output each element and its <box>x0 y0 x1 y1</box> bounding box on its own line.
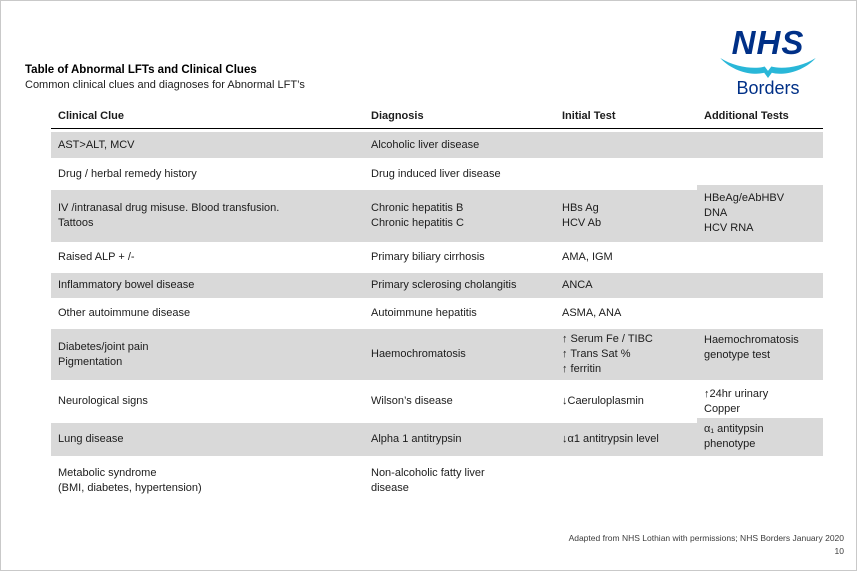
table-row: IV /intranasal drug misuse. Blood transf… <box>51 185 823 242</box>
table-row: Inflammatory bowel disease Primary scler… <box>51 273 823 298</box>
cell-clinical-clue: Inflammatory bowel disease <box>51 273 364 298</box>
cell-diagnosis: Alcoholic liver disease <box>364 132 555 158</box>
cell-additional-tests <box>697 161 823 187</box>
cell-diagnosis: Haemochromatosis <box>364 329 555 380</box>
title-block: Table of Abnormal LFTs and Clinical Clue… <box>25 63 305 93</box>
cell-diagnosis: Primary biliary cirrhosis <box>371 251 485 263</box>
cell-diagnosis: Primary sclerosing cholangitis <box>364 273 555 298</box>
cell-clinical-clue: Other autoimmune disease <box>58 307 191 319</box>
table-row: Raised ALP + /- Primary biliary cirrhosi… <box>51 245 823 270</box>
cell-additional-tests: ↑24hr urinary Copper <box>704 387 769 415</box>
nhs-wave-icon <box>720 57 816 78</box>
footer-credit: Adapted from NHS Lothian with permission… <box>568 533 844 543</box>
page-number: 10 <box>834 546 844 556</box>
table-row: Other autoimmune disease Autoimmune hepa… <box>51 301 823 326</box>
table-row: Diabetes/joint pain Pigmentation Haemoch… <box>51 329 823 380</box>
cell-initial-test <box>555 459 697 502</box>
nhs-region-text: Borders <box>736 78 800 98</box>
cell-clinical-clue: Neurological signs <box>58 395 148 407</box>
table-row: Drug / herbal remedy history Drug induce… <box>51 161 823 187</box>
cell-additional-tests <box>697 132 823 158</box>
cell-initial-test: AMA, IGM <box>562 251 613 263</box>
table-row: Metabolic syndrome (BMI, diabetes, hyper… <box>51 459 823 502</box>
cell-diagnosis: Chronic hepatitis B Chronic hepatitis C <box>364 190 555 242</box>
cell-additional-tests: Haemochromatosis genotype test <box>697 329 823 380</box>
cell-initial-test <box>555 161 697 187</box>
cell-initial-test: ↓Caeruloplasmin <box>562 395 644 407</box>
page-subtitle: Common clinical clues and diagnoses for … <box>25 79 305 91</box>
cell-initial-test: ASMA, ANA <box>562 307 622 319</box>
nhs-borders-logo: NHS Borders <box>718 24 818 98</box>
cell-additional-tests: HBeAg/eAbHBV DNA HCV RNA <box>697 185 823 242</box>
cell-diagnosis: Autoimmune hepatitis <box>371 307 477 319</box>
cell-diagnosis: Wilson’s disease <box>371 395 453 407</box>
cell-additional-tests: α₁ antitypsin phenotype <box>697 418 823 456</box>
cell-diagnosis: Drug induced liver disease <box>371 167 501 180</box>
cell-clinical-clue: IV /intranasal drug misuse. Blood transf… <box>51 190 364 242</box>
page-title: Table of Abnormal LFTs and Clinical Clue… <box>25 64 257 76</box>
cell-additional-tests <box>697 273 823 298</box>
nhs-logo-text: NHS <box>731 24 805 61</box>
table-row: Lung disease Alpha 1 antitrypsin ↓α1 ant… <box>51 418 823 456</box>
cell-initial-test: HBs Ag HCV Ab <box>555 190 697 242</box>
column-header-diagnosis: Diagnosis <box>371 110 424 122</box>
column-header-clinical-clue: Clinical Clue <box>58 110 125 122</box>
column-header-additional-tests: Additional Tests <box>704 110 789 122</box>
cell-clinical-clue: AST>ALT, MCV <box>51 132 364 158</box>
cell-initial-test: ↑ Serum Fe / TIBC ↑ Trans Sat % ↑ ferrit… <box>555 329 697 380</box>
cell-diagnosis: Non-alcoholic fatty liver disease <box>371 466 485 494</box>
cell-additional-tests <box>697 245 823 270</box>
cell-additional-tests <box>697 301 823 326</box>
cell-clinical-clue: Raised ALP + /- <box>58 251 135 263</box>
cell-initial-test: ↓α1 antitrypsin level <box>555 423 697 456</box>
cell-clinical-clue: Metabolic syndrome (BMI, diabetes, hyper… <box>58 466 202 494</box>
column-header-initial-test: Initial Test <box>562 110 616 122</box>
cell-clinical-clue: Diabetes/joint pain Pigmentation <box>51 329 364 380</box>
table-header-row: Clinical Clue Diagnosis Initial Test Add… <box>51 109 823 129</box>
cell-initial-test: ANCA <box>555 273 697 298</box>
cell-additional-tests <box>697 459 823 502</box>
cell-clinical-clue: Drug / herbal remedy history <box>58 167 197 180</box>
cell-initial-test <box>555 132 697 158</box>
table-row: AST>ALT, MCV Alcoholic liver disease <box>51 132 823 158</box>
table-row: Neurological signs Wilson’s disease ↓Cae… <box>51 383 823 420</box>
cell-clinical-clue: Lung disease <box>51 423 364 456</box>
lft-clues-table: Clinical Clue Diagnosis Initial Test Add… <box>51 109 823 502</box>
page-footer: Adapted from NHS Lothian with permission… <box>569 532 844 558</box>
cell-diagnosis: Alpha 1 antitrypsin <box>364 423 555 456</box>
